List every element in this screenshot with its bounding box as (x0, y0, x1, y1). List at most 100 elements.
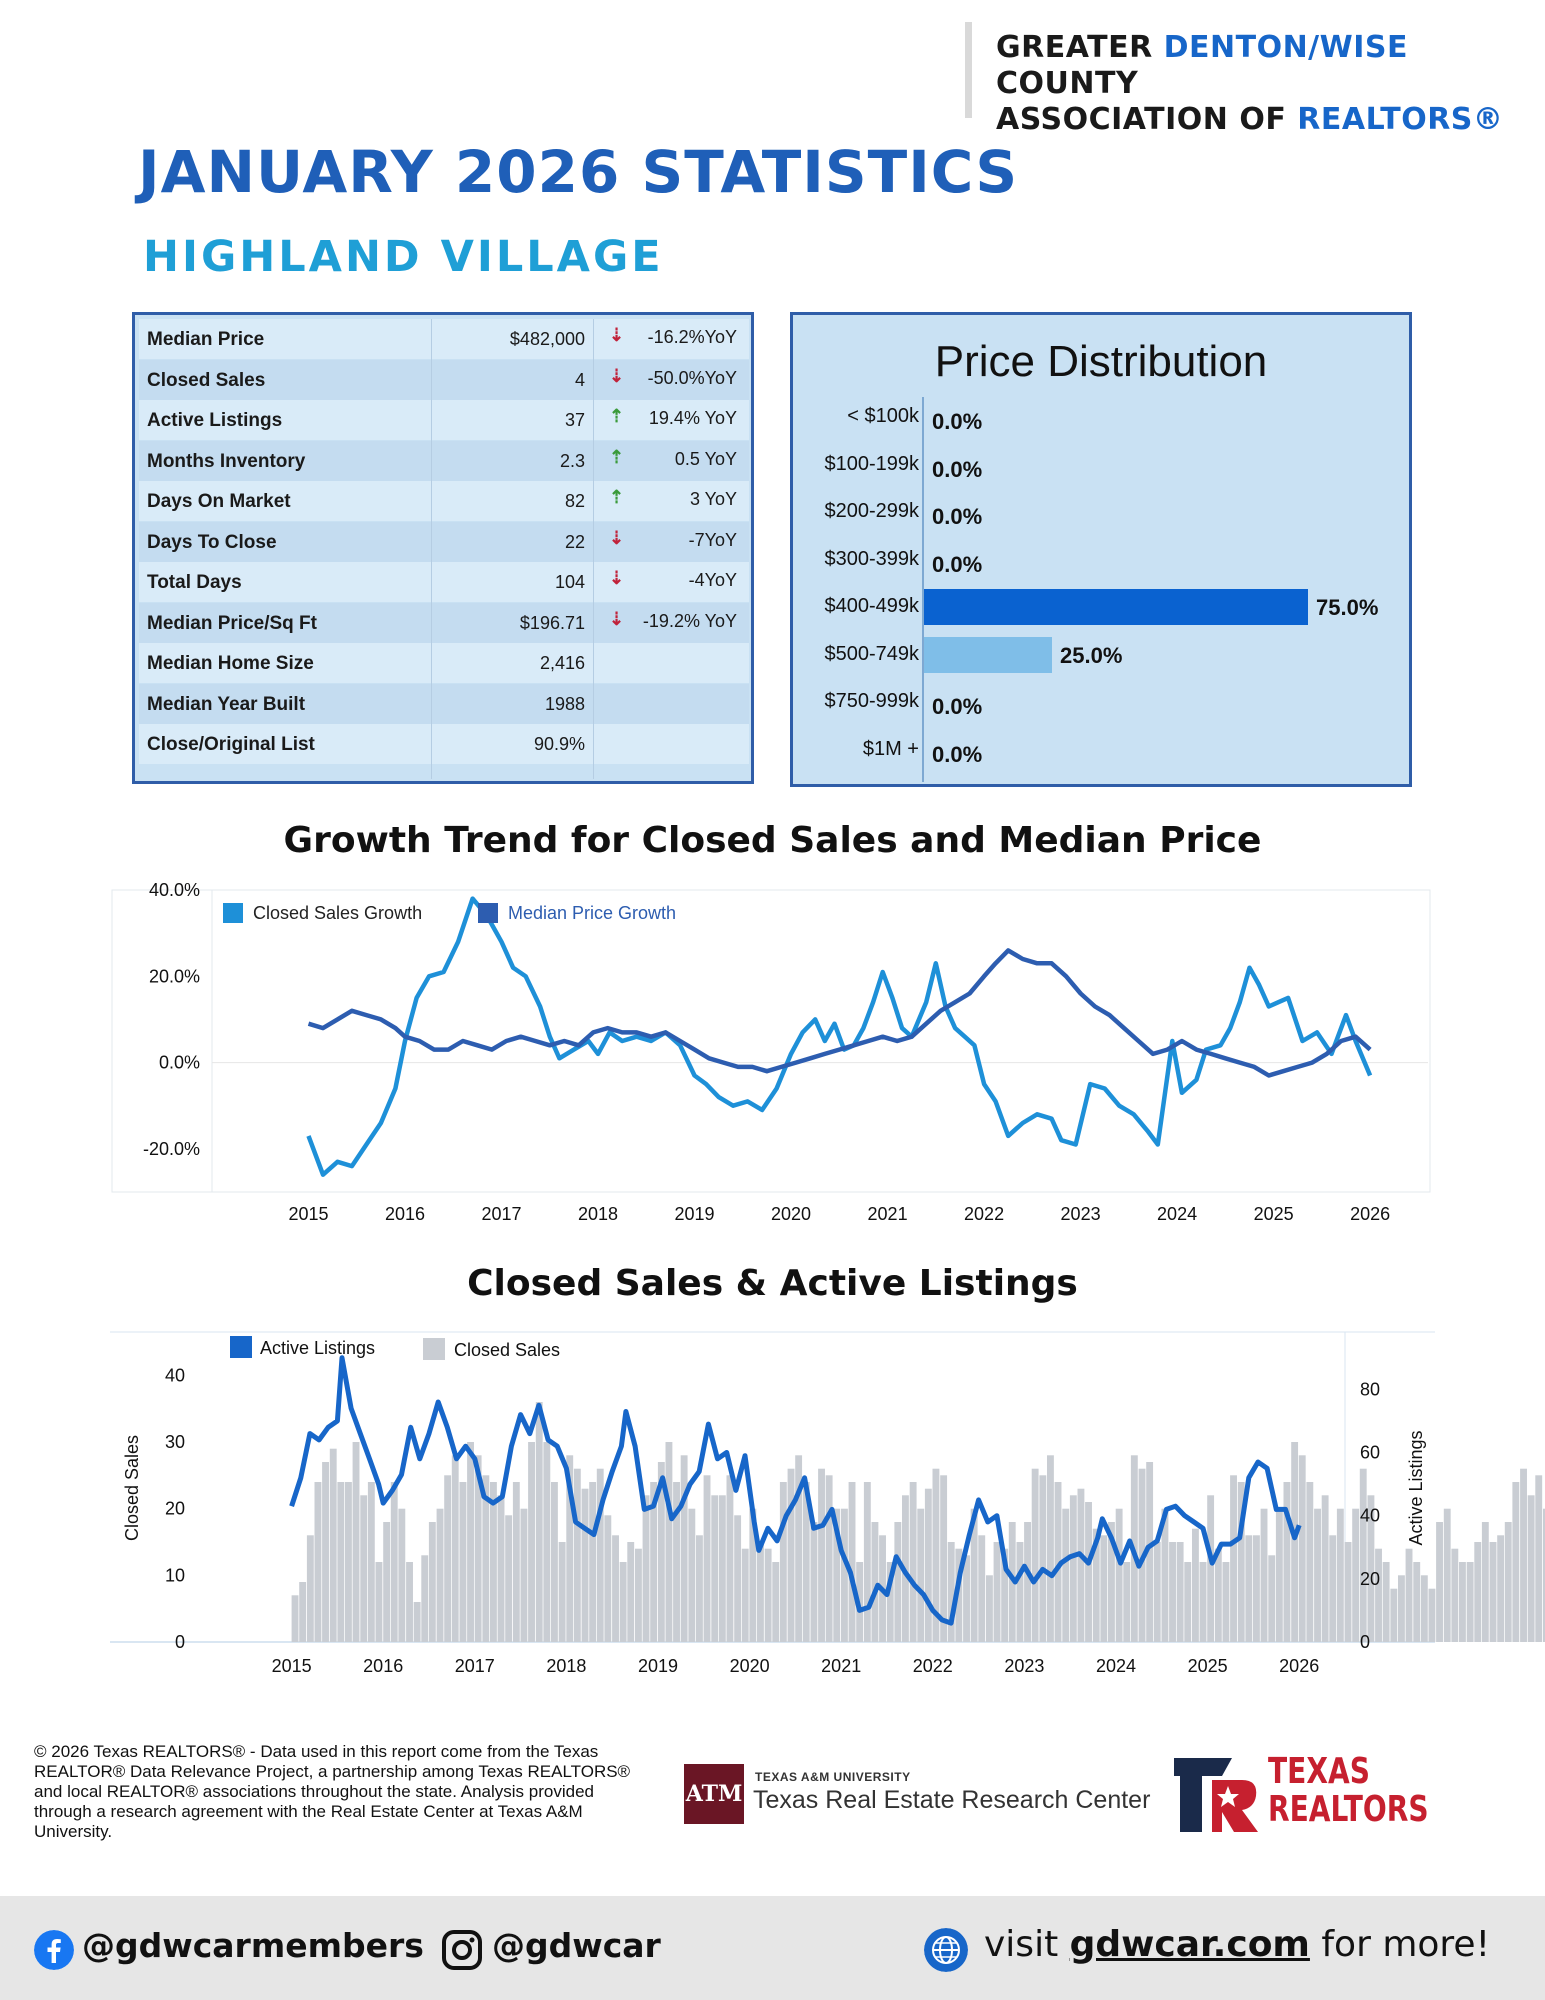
closed-sales-bar (1512, 1482, 1520, 1642)
stat-row: Median Year Built 1988 (139, 683, 749, 724)
closed-sales-bar (1329, 1535, 1337, 1642)
closed-sales-bar (1253, 1535, 1260, 1642)
closed-sales-bar (1169, 1542, 1176, 1642)
closed-sales-bar (1321, 1495, 1329, 1642)
stat-value: 2,416 (539, 653, 585, 673)
closed-sales-bar (1031, 1468, 1039, 1642)
closed-sales-bar (757, 1542, 764, 1642)
closed-sales-bar (635, 1548, 642, 1642)
closed-sales-bar (680, 1455, 688, 1642)
legend-label: Closed Sales Growth (253, 903, 422, 923)
stat-label: Median Price (147, 329, 265, 350)
closed-sales-bar (1489, 1542, 1497, 1642)
legend-label: Closed Sales (454, 1340, 560, 1360)
visit-website: visit gdwcar.com for more! (984, 1924, 1491, 1965)
closed-sales-bar (352, 1442, 360, 1642)
stat-change: -19.2% YoY (642, 610, 737, 631)
closed-active-title: Closed Sales & Active Listings (467, 1263, 1078, 1304)
x-tick-label: 2024 (1157, 1204, 1197, 1224)
arrow-down-icon: ⇣ (609, 527, 625, 548)
x-tick-label: 2017 (455, 1656, 495, 1676)
closed-sales-bar (1481, 1522, 1489, 1642)
legend-swatch (223, 903, 243, 923)
closed-sales-bar (1298, 1455, 1306, 1642)
x-tick-label: 2022 (964, 1204, 1004, 1224)
price-bar-value: 0.0% (932, 456, 983, 482)
closed-sales-bar (642, 1495, 650, 1642)
closed-sales-bar (894, 1522, 902, 1642)
closed-sales-bar (711, 1495, 719, 1642)
stat-row: Median Price/Sq Ft $196.71 ⇣ -19.2% YoY (139, 602, 749, 643)
closed-sales-bar (1375, 1548, 1382, 1642)
closed-sales-bar (688, 1508, 696, 1642)
legend-label: Active Listings (260, 1338, 375, 1358)
footer-band: @gdwcarmembers @gdwcar visit gdwcar.com … (0, 1896, 1545, 2000)
facebook-icon[interactable] (34, 1930, 74, 1970)
closed-sales-bar (1428, 1588, 1436, 1642)
closed-sales-bar (810, 1522, 818, 1642)
closed-sales-bar (665, 1442, 673, 1642)
x-tick-label: 2016 (363, 1656, 403, 1676)
price-category-label: $750-999k (824, 690, 919, 712)
closed-sales-bar (924, 1488, 932, 1642)
stat-value: $196.71 (519, 612, 585, 633)
instagram-icon[interactable] (442, 1930, 482, 1970)
closed-sales-bar (1230, 1475, 1237, 1642)
closed-sales-bar (413, 1602, 421, 1642)
closed-sales-bar (886, 1562, 894, 1642)
closed-sales-bar (940, 1475, 948, 1642)
closed-sales-bar (1016, 1542, 1024, 1642)
closed-sales-bar (1184, 1562, 1192, 1642)
closed-sales-bar (1176, 1542, 1184, 1642)
closed-sales-bar (528, 1442, 535, 1642)
x-tick-label: 2015 (288, 1204, 328, 1224)
x-tick-label: 2020 (730, 1656, 770, 1676)
closed-sales-bar (1024, 1522, 1031, 1642)
right-tick-label: 0 (1360, 1632, 1370, 1652)
texas-realtors-wordmark: TEXAS REALTORS (1268, 1751, 1429, 1830)
price-distribution-title: Price Distribution (934, 337, 1268, 386)
closed-sales-bar (1443, 1508, 1451, 1642)
closed-sales-bar (1543, 1508, 1545, 1642)
price-category-label: $200-299k (824, 500, 919, 522)
stat-label: Close/Original List (147, 734, 315, 755)
instagram-handle[interactable]: @gdwcar (492, 1926, 661, 1965)
closed-sales-bar (543, 1442, 551, 1642)
closed-sales-bar (1001, 1548, 1009, 1642)
left-axis-title: Closed Sales (122, 1435, 142, 1541)
right-tick-label: 20 (1360, 1569, 1380, 1589)
stat-label: Total Days (147, 572, 242, 593)
price-category-label: $500-749k (824, 642, 919, 665)
arrow-down-icon: ⇣ (609, 325, 625, 345)
closed-sales-bar (1466, 1562, 1474, 1642)
report-title: JANUARY 2026 STATISTICS (138, 138, 1019, 206)
price-bar-value: 0.0% (932, 409, 983, 434)
globe-icon (924, 1928, 968, 1972)
right-tick-label: 60 (1360, 1443, 1380, 1463)
closed-sales-bar (390, 1482, 398, 1642)
tamu-university-label: TEXAS A&M UNIVERSITY (755, 1770, 911, 1784)
closed-sales-bar (795, 1455, 803, 1642)
x-tick-label: 2019 (638, 1656, 678, 1676)
closed-sales-bar (596, 1468, 604, 1642)
closed-sales-bar (696, 1535, 703, 1642)
price-bar-value: 75.0% (1316, 595, 1379, 620)
closed-sales-bar (428, 1522, 436, 1642)
website-link[interactable]: gdwcar.com (1069, 1924, 1310, 1965)
closed-sales-bar (749, 1508, 757, 1642)
facebook-handle[interactable]: @gdwcarmembers (82, 1926, 424, 1965)
price-category-label: $400-499k (824, 595, 919, 617)
stat-label: Median Price/Sq Ft (147, 612, 317, 634)
closed-sales-bar (1108, 1522, 1115, 1642)
legend-swatch (478, 903, 498, 923)
stat-row: Days On Market 82 ⇡ 3 YoY (139, 481, 749, 521)
x-tick-label: 2026 (1350, 1204, 1390, 1224)
closed-sales-bar (1413, 1562, 1421, 1642)
x-tick-label: 2025 (1254, 1204, 1294, 1224)
stat-row: Closed Sales 4 ⇣ -50.0%YoY (139, 359, 749, 400)
left-tick-label: 0 (175, 1632, 185, 1652)
closed-sales-bar (520, 1508, 528, 1642)
closed-sales-bar (1237, 1482, 1245, 1642)
stat-row: Total Days 104 ⇣ -4YoY (139, 562, 749, 602)
